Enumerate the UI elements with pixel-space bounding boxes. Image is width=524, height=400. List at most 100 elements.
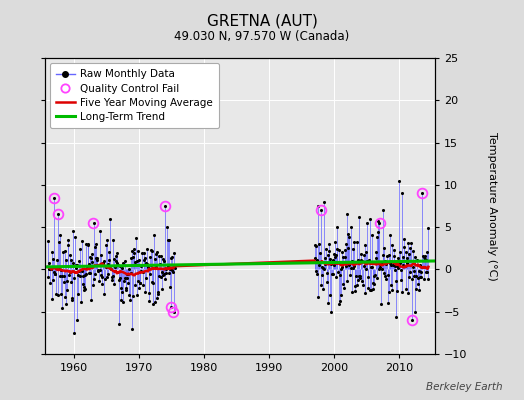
- Point: [100, 291, 108, 297]
- Point: [166, 266, 174, 272]
- Point: [150, 298, 159, 305]
- Point: [326, 308, 335, 315]
- Point: [139, 250, 148, 256]
- Point: [407, 276, 416, 282]
- Point: [394, 255, 402, 262]
- Point: [399, 254, 408, 260]
- Point: [48, 249, 57, 256]
- Point: [320, 198, 329, 205]
- Point: [362, 249, 370, 255]
- Point: [101, 276, 109, 282]
- Point: [324, 241, 333, 247]
- Point: [338, 264, 346, 270]
- Point: [372, 249, 380, 255]
- Point: [399, 261, 407, 268]
- Point: [148, 279, 156, 285]
- Point: [375, 266, 383, 272]
- Point: [100, 258, 108, 264]
- Point: [124, 280, 132, 286]
- Point: [417, 268, 425, 275]
- Text: GRETNA (AUT): GRETNA (AUT): [206, 14, 318, 29]
- Point: [164, 237, 172, 243]
- Point: [82, 271, 91, 278]
- Point: [58, 305, 67, 311]
- Point: [416, 274, 424, 280]
- Point: [43, 238, 52, 244]
- Point: [387, 262, 395, 269]
- Point: [121, 258, 129, 264]
- Point: [155, 253, 163, 259]
- Point: [125, 292, 133, 299]
- Point: [140, 257, 148, 263]
- Point: [398, 190, 407, 196]
- Point: [328, 261, 336, 267]
- Point: [337, 266, 345, 272]
- Point: [127, 254, 135, 261]
- Point: [313, 257, 321, 264]
- Point: [86, 296, 95, 303]
- Point: [355, 272, 363, 279]
- Point: [65, 272, 73, 278]
- Point: [64, 236, 73, 243]
- Point: [413, 257, 421, 264]
- Point: [105, 257, 114, 263]
- Point: [114, 262, 122, 268]
- Point: [408, 317, 416, 323]
- Point: [127, 248, 136, 254]
- Point: [63, 278, 71, 284]
- Point: [366, 216, 374, 222]
- Point: [117, 297, 125, 304]
- Point: [66, 269, 74, 276]
- Point: [132, 259, 140, 266]
- Point: [414, 281, 422, 287]
- Point: [156, 261, 164, 268]
- Point: [102, 264, 110, 270]
- Point: [79, 273, 87, 279]
- Point: [123, 271, 132, 277]
- Point: [170, 250, 178, 256]
- Point: [334, 269, 342, 276]
- Point: [91, 244, 100, 251]
- Point: [53, 264, 61, 270]
- Point: [55, 264, 63, 270]
- Point: [126, 296, 134, 303]
- Point: [167, 255, 175, 261]
- Point: [368, 232, 376, 238]
- Point: [420, 252, 429, 259]
- Point: [86, 270, 94, 276]
- Point: [54, 238, 63, 245]
- Point: [374, 228, 383, 235]
- Point: [394, 265, 402, 271]
- Point: [375, 220, 384, 226]
- Point: [316, 282, 325, 288]
- Point: [80, 286, 88, 293]
- Point: [118, 289, 127, 295]
- Y-axis label: Temperature Anomaly (°C): Temperature Anomaly (°C): [487, 132, 497, 280]
- Point: [74, 290, 82, 297]
- Point: [350, 263, 358, 270]
- Point: [59, 248, 67, 255]
- Point: [57, 267, 65, 273]
- Point: [91, 271, 99, 278]
- Point: [64, 242, 72, 248]
- Point: [318, 272, 326, 278]
- Point: [423, 249, 432, 255]
- Point: [84, 241, 92, 247]
- Point: [88, 251, 96, 258]
- Point: [111, 264, 119, 270]
- Point: [92, 240, 100, 247]
- Point: [153, 249, 161, 256]
- Point: [405, 274, 413, 280]
- Point: [311, 243, 320, 249]
- Point: [73, 317, 81, 323]
- Point: [147, 247, 155, 253]
- Point: [376, 264, 384, 270]
- Point: [412, 273, 420, 280]
- Point: [87, 255, 95, 262]
- Point: [355, 214, 364, 220]
- Point: [350, 238, 358, 245]
- Point: [49, 256, 57, 262]
- Point: [83, 264, 91, 271]
- Point: [311, 242, 319, 248]
- Point: [340, 247, 348, 254]
